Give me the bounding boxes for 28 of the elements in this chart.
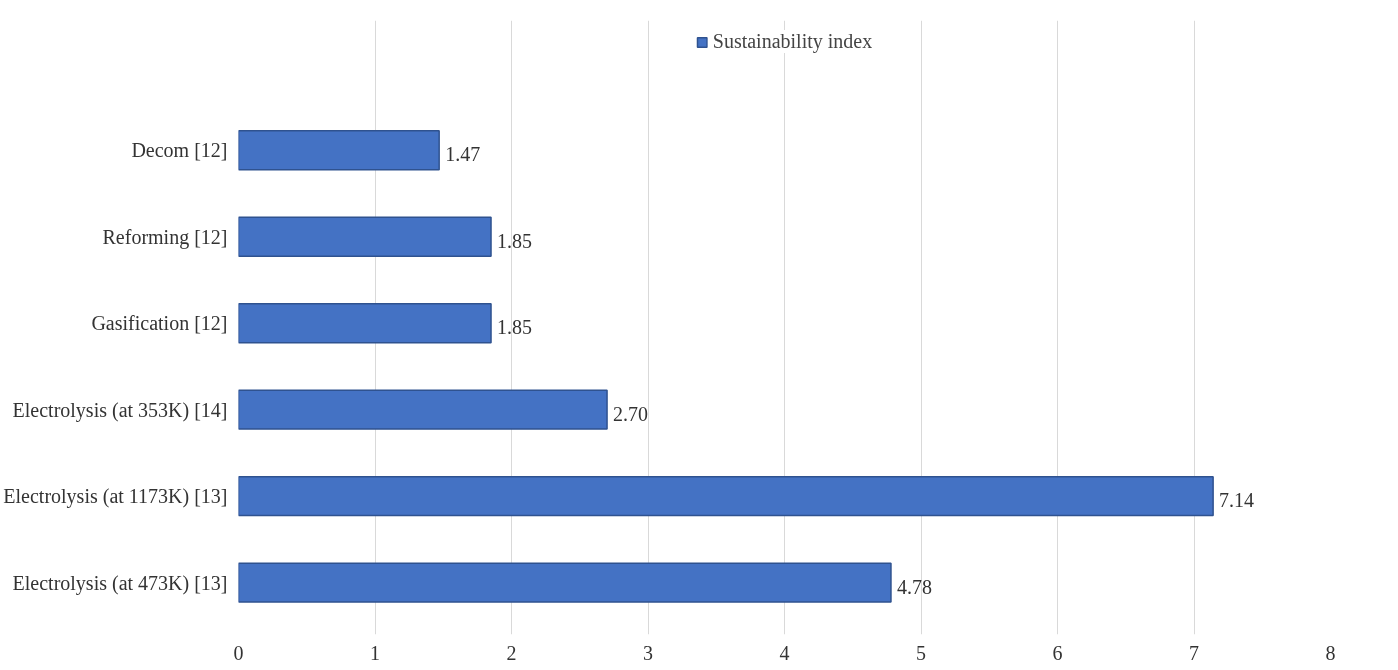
y-tick-label: Gasification [12] xyxy=(91,312,228,335)
x-tick-label: 4 xyxy=(779,641,790,664)
x-tick-label: 2 xyxy=(506,641,517,664)
bar xyxy=(238,475,1214,517)
legend-label: Sustainability index xyxy=(712,30,873,53)
data-label: 1.85 xyxy=(497,229,533,252)
data-label: 7.14 xyxy=(1219,489,1255,512)
data-label: 2.70 xyxy=(613,402,649,425)
data-label: 1.47 xyxy=(445,143,481,166)
x-tick-label: 7 xyxy=(1189,641,1199,664)
bar xyxy=(238,302,492,344)
x-tick-label: 6 xyxy=(1052,641,1063,664)
y-tick-label: Electrolysis (at 353K) [14] xyxy=(12,398,228,422)
x-tick-label: 5 xyxy=(916,641,926,664)
data-label: 1.85 xyxy=(497,316,533,339)
x-tick-label: 0 xyxy=(233,641,244,664)
bar xyxy=(238,389,608,430)
y-tick-label: Electrolysis (at 473K) [13] xyxy=(12,571,228,595)
bar xyxy=(238,562,892,603)
data-label: 4.78 xyxy=(896,575,932,598)
x-tick-label: 8 xyxy=(1325,641,1336,664)
y-tick-label: Reforming [12] xyxy=(102,225,228,249)
y-tick-label: Decom [12] xyxy=(131,139,228,162)
y-tick-label: Electrolysis (at 1173K) [13] xyxy=(3,485,228,509)
bar xyxy=(238,216,492,257)
x-tick-label: 3 xyxy=(643,641,653,664)
bar xyxy=(238,130,440,171)
x-tick-label: 1 xyxy=(370,641,380,664)
